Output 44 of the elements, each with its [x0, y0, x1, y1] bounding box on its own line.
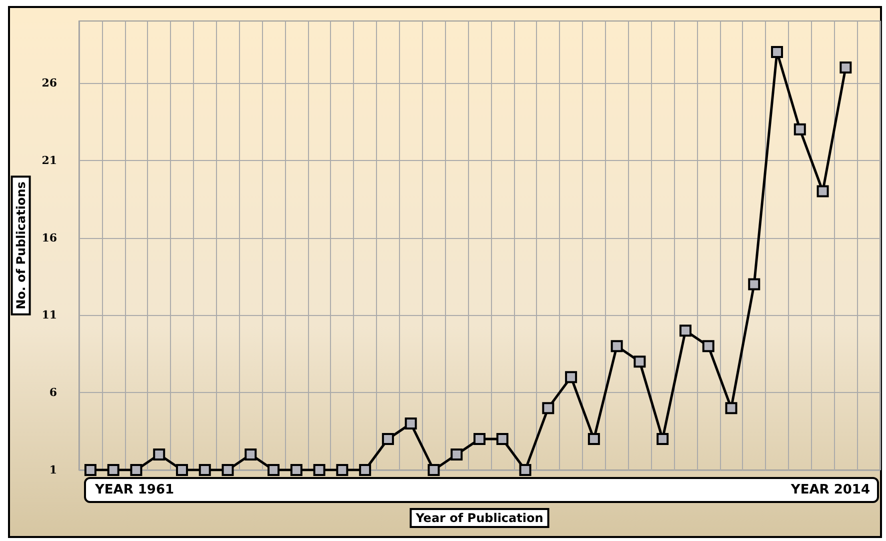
point [816, 185, 829, 198]
y-tick-label: 6 [49, 386, 58, 400]
point [840, 61, 852, 74]
point [107, 464, 120, 476]
point [428, 464, 440, 476]
point [222, 464, 234, 476]
point [679, 324, 692, 337]
y-tick-label: 1 [49, 464, 57, 476]
point [359, 464, 372, 476]
point [130, 464, 142, 476]
y-tick-label: 21 [42, 154, 57, 167]
point [748, 278, 760, 290]
point [268, 464, 280, 476]
point [702, 340, 714, 352]
point [176, 464, 188, 476]
point [244, 448, 257, 461]
y-axis-title: No. of Publications [14, 182, 28, 310]
point [794, 123, 806, 136]
point [725, 402, 738, 414]
point [336, 464, 348, 476]
y-tick-label: 11 [42, 308, 57, 322]
point [542, 402, 554, 414]
point [153, 448, 166, 461]
point [404, 418, 417, 430]
point [313, 464, 326, 476]
y-tick-label: 26 [42, 76, 58, 90]
point [198, 464, 211, 476]
point [382, 433, 394, 446]
point [610, 340, 623, 352]
text: YEAR 1961 [94, 482, 174, 498]
point [565, 371, 578, 384]
point [290, 464, 302, 476]
point [771, 46, 784, 58]
point [450, 448, 463, 461]
point [474, 433, 486, 446]
x-axis-title: Year of Publication [414, 511, 544, 525]
point [84, 464, 96, 476]
point [634, 356, 646, 368]
point [588, 433, 600, 446]
point [519, 464, 532, 476]
y-tick-label: 16 [42, 231, 58, 244]
text: YEAR 2014 [790, 482, 870, 498]
point [496, 433, 508, 446]
point [656, 433, 669, 446]
